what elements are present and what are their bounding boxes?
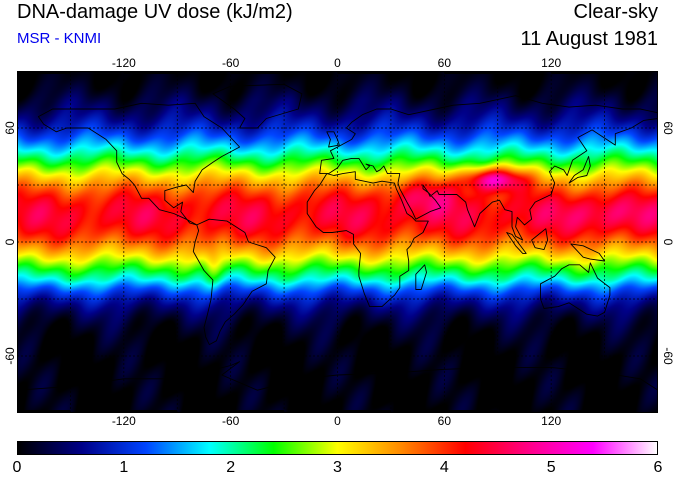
lat-label-left: 0 [3, 238, 17, 246]
colorbar-tick-label: 6 [653, 459, 663, 476]
colorbar-tick-label: 5 [546, 459, 556, 476]
colorbar-tick-label: 0 [12, 459, 22, 476]
coastline-antarctica [17, 361, 658, 391]
coastline-north-america [37, 102, 241, 226]
coastline-sumatra [506, 232, 527, 254]
sky-condition-label: Clear-sky [573, 1, 658, 23]
coastline-south-america [192, 218, 276, 346]
coastline-borneo [531, 228, 549, 251]
lat-label-right: 0 [661, 238, 675, 246]
lon-label-top: -60 [221, 56, 240, 70]
colorbar-tick-label: 1 [119, 459, 129, 476]
lon-label-bottom: -60 [221, 414, 240, 428]
lat-label-left: 60 [3, 121, 17, 135]
coastline-eurasia [319, 95, 658, 241]
coastline-australia [540, 262, 611, 317]
lat-label-left: -60 [3, 347, 17, 365]
lon-label-bottom: 60 [437, 414, 452, 428]
lat-label-right: 60 [661, 121, 675, 135]
coastline-japan [568, 156, 591, 184]
lon-label-bottom: -120 [111, 414, 136, 428]
data-source-label: MSR - KNMI [17, 30, 102, 47]
coastline-uk [326, 131, 340, 148]
colorbar-tick-label: 4 [439, 459, 449, 476]
colorbar-tick-label: 3 [333, 459, 342, 476]
uv-dose-map [17, 71, 658, 413]
coastline-madagascar [415, 264, 427, 290]
colorbar [17, 441, 658, 455]
lon-label-bottom: 0 [334, 414, 341, 428]
lon-label-top: -120 [111, 56, 136, 70]
lon-label-top: 120 [541, 56, 562, 70]
date-label: 11 August 1981 [520, 28, 658, 50]
colorbar-tick-label: 2 [226, 459, 236, 476]
map-title: DNA-damage UV dose (kJ/m2) [17, 1, 293, 23]
coastline-africa [306, 171, 429, 308]
coastline-new-guinea [570, 243, 606, 262]
lon-label-bottom: 120 [541, 414, 562, 428]
lon-label-top: 0 [334, 56, 341, 70]
lat-label-right: -60 [661, 347, 675, 365]
lon-label-top: 60 [437, 56, 452, 70]
coastline-greenland [212, 83, 303, 129]
map-overlay [17, 71, 658, 413]
